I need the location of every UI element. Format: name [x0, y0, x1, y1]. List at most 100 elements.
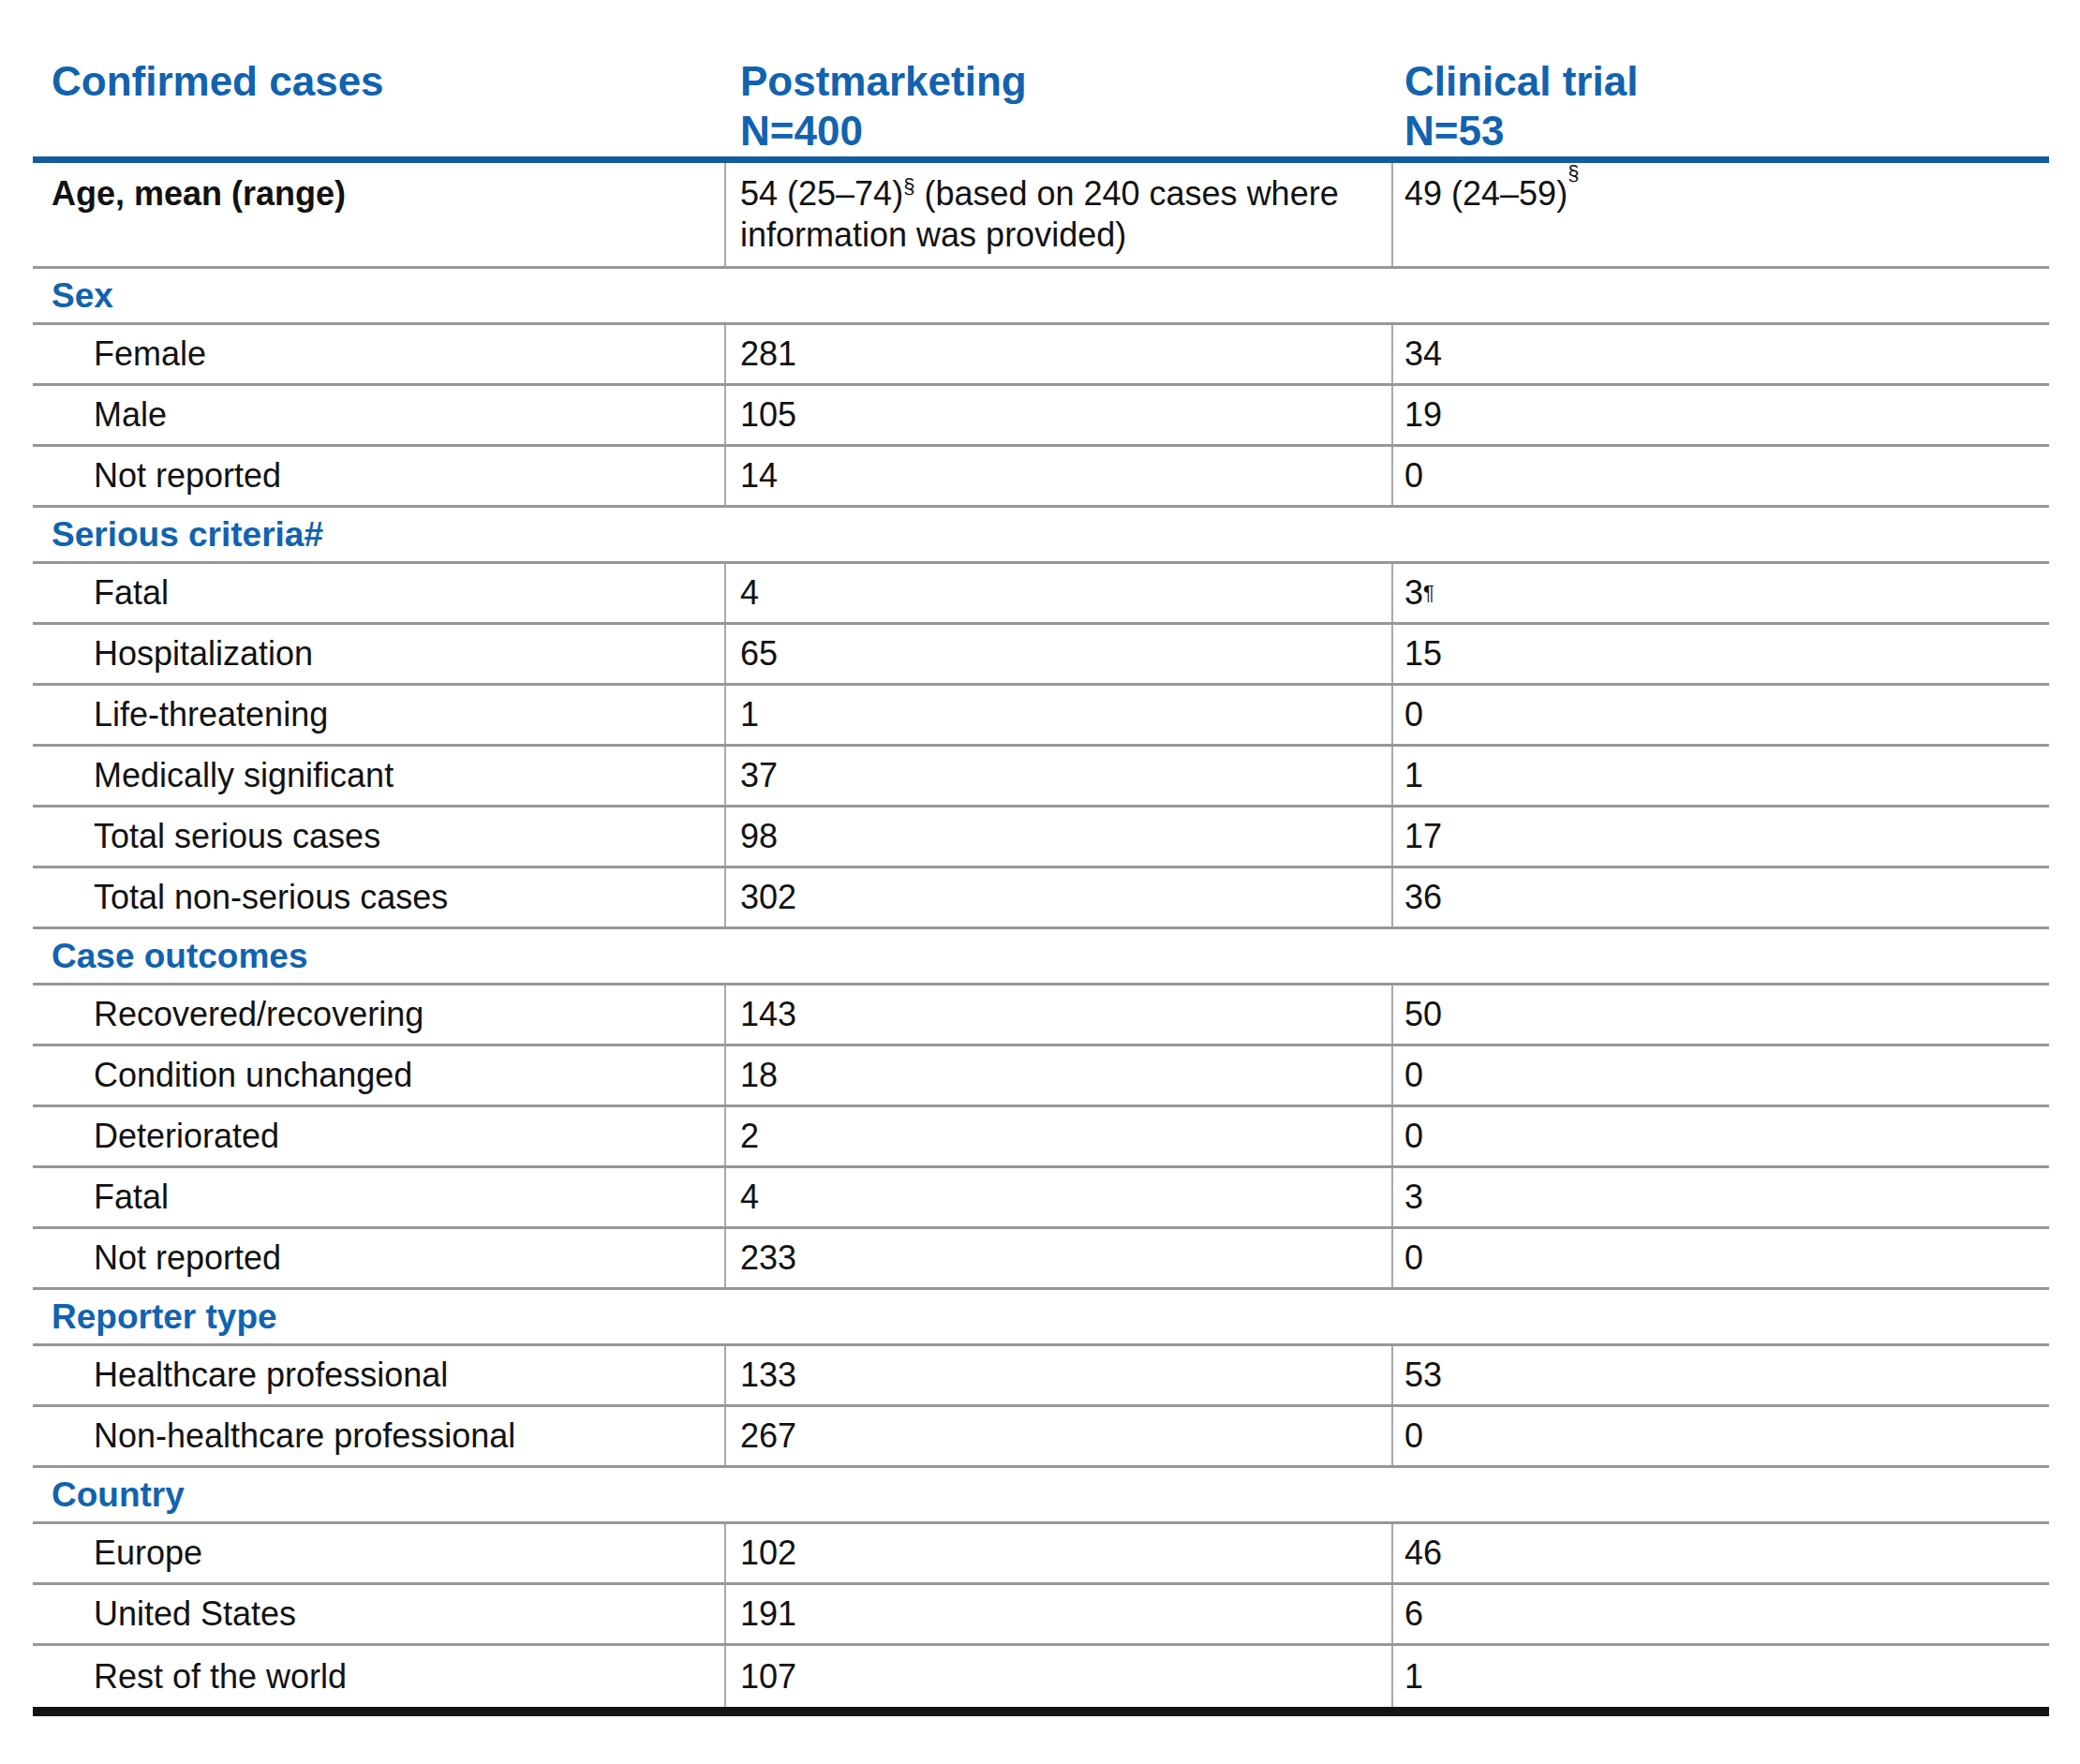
clinical-trial-value: 46: [1391, 1524, 2049, 1582]
clinical-trial-value: 0: [1391, 447, 2049, 505]
clinical-trial-value: 3: [1391, 1168, 2049, 1226]
table-row: United States 191 6: [33, 1585, 2049, 1646]
row-label: Non-healthcare professional: [33, 1407, 724, 1465]
clinical-trial-value: 1: [1391, 1646, 2049, 1707]
clinical-trial-value: 53: [1391, 1346, 2049, 1404]
postmarketing-value: 1: [724, 686, 1391, 744]
value-text: 54 (25–74): [740, 174, 903, 213]
row-label: Hospitalization: [33, 625, 724, 683]
table-row: Condition unchanged 18 0: [33, 1046, 2049, 1107]
row-label: Rest of the world: [33, 1646, 724, 1707]
column-header-label: Postmarketing: [740, 56, 1391, 106]
clinical-trial-value: 0: [1391, 1107, 2049, 1165]
clinical-trial-value: 3¶: [1391, 564, 2049, 622]
section-title: Sex: [52, 275, 113, 317]
table-row: Life-threatening 1 0: [33, 686, 2049, 747]
clinical-trial-value: 49 (24–59)§: [1391, 163, 2049, 266]
clinical-trial-value: 34: [1391, 325, 2049, 383]
row-label: Not reported: [33, 447, 724, 505]
postmarketing-value: 233: [724, 1229, 1391, 1287]
postmarketing-value: 267: [724, 1407, 1391, 1465]
postmarketing-value: 133: [724, 1346, 1391, 1404]
postmarketing-value: 4: [724, 564, 1391, 622]
postmarketing-value: 98: [724, 808, 1391, 866]
table-row: Healthcare professional 133 53: [33, 1346, 2049, 1407]
postmarketing-value: 105: [724, 386, 1391, 444]
section-header-country: Country: [33, 1468, 2049, 1524]
table-row: Male 105 19: [33, 386, 2049, 447]
postmarketing-value: 14: [724, 447, 1391, 505]
clinical-trial-value: 19: [1391, 386, 2049, 444]
section-header-reporter-type: Reporter type: [33, 1290, 2049, 1346]
postmarketing-value: 302: [724, 868, 1391, 926]
row-label: Fatal: [33, 1168, 724, 1226]
table-row: Total serious cases 98 17: [33, 808, 2049, 868]
table-row: Hospitalization 65 15: [33, 625, 2049, 686]
column-header-label: Clinical trial: [1404, 56, 2049, 106]
row-label: Total serious cases: [33, 808, 724, 866]
column-header-clinical-trial: Clinical trial N=53: [1391, 56, 2049, 156]
postmarketing-value: 54 (25–74)§ (based on 240 cases where in…: [724, 163, 1391, 266]
row-label: Total non-serious cases: [33, 868, 724, 926]
clinical-trial-value: 0: [1391, 1229, 2049, 1287]
column-header-n-count: N=400: [740, 106, 1391, 156]
clinical-trial-value: 17: [1391, 808, 2049, 866]
table-row: Fatal 4 3: [33, 1168, 2049, 1229]
postmarketing-value: 281: [724, 325, 1391, 383]
table-row: Female 281 34: [33, 325, 2049, 386]
clinical-trial-value: 36: [1391, 868, 2049, 926]
column-header-postmarketing: Postmarketing N=400: [724, 56, 1391, 156]
postmarketing-value: 102: [724, 1524, 1391, 1582]
postmarketing-value: 143: [724, 986, 1391, 1044]
row-label: Healthcare professional: [33, 1346, 724, 1404]
section-title: Serious criteria#: [52, 514, 323, 556]
row-label: Europe: [33, 1524, 724, 1582]
table-row-age: Age, mean (range) 54 (25–74)§ (based on …: [33, 163, 2049, 269]
row-label: Age, mean (range): [33, 163, 724, 266]
table-header-row: Confirmed cases Postmarketing N=400 Clin…: [33, 37, 2049, 163]
table-row: Non-healthcare professional 267 0: [33, 1407, 2049, 1468]
clinical-trial-value: 6: [1391, 1585, 2049, 1643]
section-header-sex: Sex: [33, 269, 2049, 325]
column-header-confirmed-cases: Confirmed cases: [33, 56, 724, 156]
row-label: Female: [33, 325, 724, 383]
section-title: Case outcomes: [52, 936, 308, 977]
clinical-trial-value: 15: [1391, 625, 2049, 683]
table-row: Total non-serious cases 302 36: [33, 868, 2049, 929]
row-label: Male: [33, 386, 724, 444]
confirmed-cases-table: Confirmed cases Postmarketing N=400 Clin…: [33, 37, 2049, 1716]
section-title: Country: [52, 1475, 185, 1516]
table-row: Deteriorated 2 0: [33, 1107, 2049, 1168]
table-row: Not reported 14 0: [33, 447, 2049, 508]
table-row: Fatal 4 3¶: [33, 564, 2049, 625]
section-title: Reporter type: [52, 1297, 277, 1338]
postmarketing-value: 37: [724, 747, 1391, 805]
table-row: Recovered/recovering 143 50: [33, 986, 2049, 1046]
clinical-trial-value: 0: [1391, 1046, 2049, 1104]
clinical-trial-value: 0: [1391, 686, 2049, 744]
postmarketing-value: 18: [724, 1046, 1391, 1104]
clinical-trial-value: 50: [1391, 986, 2049, 1044]
row-label: United States: [33, 1585, 724, 1643]
postmarketing-value: 107: [724, 1646, 1391, 1707]
table-row: Not reported 233 0: [33, 1229, 2049, 1290]
value-superscript: §: [903, 174, 914, 198]
value-text: 3: [1404, 572, 1423, 614]
postmarketing-value: 191: [724, 1585, 1391, 1643]
clinical-trial-value: 0: [1391, 1407, 2049, 1465]
row-label: Deteriorated: [33, 1107, 724, 1165]
row-label: Life-threatening: [33, 686, 724, 744]
postmarketing-value: 65: [724, 625, 1391, 683]
row-label: Medically significant: [33, 747, 724, 805]
value-text: 49 (24–59): [1404, 173, 1567, 215]
postmarketing-value: 4: [724, 1168, 1391, 1226]
document-page: Confirmed cases Postmarketing N=400 Clin…: [0, 0, 2080, 1764]
postmarketing-value: 2: [724, 1107, 1391, 1165]
clinical-trial-value: 1: [1391, 747, 2049, 805]
row-label: Not reported: [33, 1229, 724, 1287]
table-row: Medically significant 37 1: [33, 747, 2049, 808]
table-row: Rest of the world 107 1: [33, 1646, 2049, 1707]
column-header-n-count: N=53: [1404, 106, 2049, 156]
section-header-case-outcomes: Case outcomes: [33, 929, 2049, 986]
row-label: Condition unchanged: [33, 1046, 724, 1104]
